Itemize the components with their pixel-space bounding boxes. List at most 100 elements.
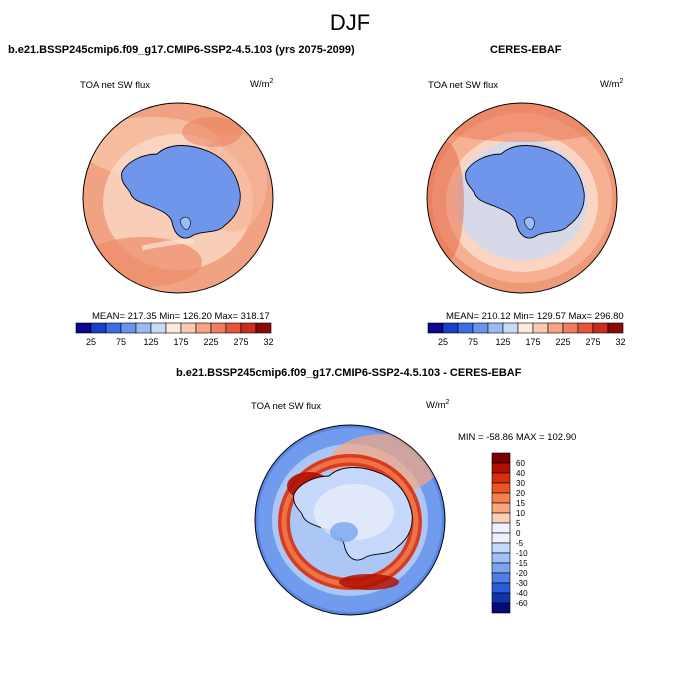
colorbar-swatch — [240, 322, 257, 334]
colorbar-tick-label: 5 — [516, 519, 521, 528]
obs-band — [432, 103, 612, 142]
colorbar-swatch — [427, 322, 444, 334]
colorbar-swatch — [491, 552, 511, 564]
colorbar-swatch — [491, 452, 511, 464]
colorbar-tick-label: 40 — [516, 469, 525, 478]
colorbar-tick-label: 0 — [516, 529, 521, 538]
diff-panel-title: b.e21.BSSP245cmip6.f09_g17.CMIP6-SSP2-4.… — [176, 367, 522, 379]
obs-colorbar-ticks: 2575125175225275325375 — [438, 337, 626, 347]
colorbar-tick-label: -30 — [516, 579, 528, 588]
colorbar-swatch — [487, 322, 504, 334]
colorbar-swatch — [195, 322, 212, 334]
colorbar-tick-label: 175 — [173, 337, 188, 347]
colorbar-swatch — [491, 462, 511, 474]
colorbar-tick-label: 30 — [516, 479, 525, 488]
colorbar-swatch — [255, 322, 272, 334]
model-antarctica — [121, 145, 241, 239]
diff-colorbar-swatches — [491, 452, 511, 614]
colorbar-swatch — [457, 322, 474, 334]
colorbar-tick-label: 25 — [86, 337, 96, 347]
diff-polar-map — [254, 424, 446, 616]
colorbar-tick-label: 225 — [555, 337, 570, 347]
colorbar-tick-label: 125 — [143, 337, 158, 347]
colorbar-swatch — [75, 322, 92, 334]
colorbar-swatch — [491, 502, 511, 514]
colorbar-swatch — [472, 322, 489, 334]
model-colorbar-ticks: 2575125175225275325375 — [86, 337, 274, 347]
colorbar-swatch — [547, 322, 564, 334]
colorbar-swatch — [532, 322, 549, 334]
colorbar-swatch — [592, 322, 609, 334]
obs-colorbar-swatches — [427, 322, 624, 334]
colorbar-tick-label: 275 — [233, 337, 248, 347]
obs-variable-label: TOA net SW flux — [428, 80, 499, 91]
model-polar-map — [82, 102, 274, 294]
colorbar-swatch — [180, 322, 197, 334]
obs-polar-map — [426, 102, 618, 294]
colorbar-swatch — [491, 542, 511, 554]
model-ice-shelf — [179, 216, 191, 230]
colorbar-swatch — [562, 322, 579, 334]
colorbar-swatch — [491, 482, 511, 494]
colorbar-tick-label: -60 — [516, 599, 528, 608]
colorbar-tick-label: 75 — [116, 337, 126, 347]
model-panel-title: b.e21.BSSP245cmip6.f09_g17.CMIP6-SSP2-4.… — [8, 44, 355, 56]
colorbar-tick-label: -20 — [516, 569, 528, 578]
colorbar-swatch — [491, 602, 511, 614]
colorbar-swatch — [120, 322, 137, 334]
colorbar-tick-label: 275 — [585, 337, 600, 347]
colorbar-swatch — [491, 582, 511, 594]
diff-units: W/m2 — [426, 399, 450, 412]
colorbar-swatch — [225, 322, 242, 334]
colorbar-tick-label: 10 — [516, 509, 525, 518]
colorbar-swatch — [491, 472, 511, 484]
obs-ice-shelf — [523, 216, 535, 230]
colorbar-tick-label: 125 — [495, 337, 510, 347]
model-variable-label: TOA net SW flux — [80, 80, 151, 91]
colorbar-tick-label: 325 — [263, 337, 274, 347]
obs-colorbar: 2575125175225275325375 — [427, 322, 626, 347]
obs-antarctica — [465, 145, 585, 239]
model-units: W/m2 — [250, 78, 274, 91]
colorbar-tick-label: 225 — [203, 337, 218, 347]
colorbar-swatch — [491, 592, 511, 604]
diff-map-border — [254, 424, 446, 616]
colorbar-swatch — [442, 322, 459, 334]
colorbar-swatch — [491, 512, 511, 524]
colorbar-swatch — [607, 322, 624, 334]
model-colorbar-swatches — [75, 322, 272, 334]
colorbar-swatch — [502, 322, 519, 334]
colorbar-swatch — [517, 322, 534, 334]
model-band — [141, 239, 195, 251]
colorbar-swatch — [491, 532, 511, 544]
model-colorbar: 2575125175225275325375 — [75, 322, 274, 347]
model-band — [83, 237, 202, 287]
obs-map-border — [426, 102, 618, 294]
obs-stats: MEAN= 210.12 Min= 129.57 Max= 296.80 — [446, 311, 624, 322]
diff-band — [330, 522, 358, 542]
colorbar-swatch — [491, 572, 511, 584]
season-title: DJF — [329, 10, 371, 35]
diff-hotspot — [339, 574, 399, 590]
colorbar-tick-label: -40 — [516, 589, 528, 598]
colorbar-swatch — [210, 322, 227, 334]
diff-stats: MIN = -58.86 MAX = 102.90 — [458, 432, 577, 443]
colorbar-tick-label: 75 — [468, 337, 478, 347]
diff-variable-label: TOA net SW flux — [251, 401, 322, 412]
colorbar-swatch — [135, 322, 152, 334]
colorbar-tick-label: 15 — [516, 499, 525, 508]
colorbar-tick-label: 325 — [615, 337, 626, 347]
colorbar-tick-label: 25 — [438, 337, 448, 347]
colorbar-swatch — [105, 322, 122, 334]
obs-band — [428, 142, 464, 262]
colorbar-swatch — [491, 562, 511, 574]
model-band — [182, 117, 242, 147]
colorbar-tick-label: 20 — [516, 489, 525, 498]
colorbar-tick-label: -5 — [516, 539, 524, 548]
colorbar-tick-label: -10 — [516, 549, 528, 558]
model-map-border — [82, 102, 274, 294]
model-stats: MEAN= 217.35 Min= 126.20 Max= 318.17 — [92, 311, 270, 322]
colorbar-tick-label: 175 — [525, 337, 540, 347]
